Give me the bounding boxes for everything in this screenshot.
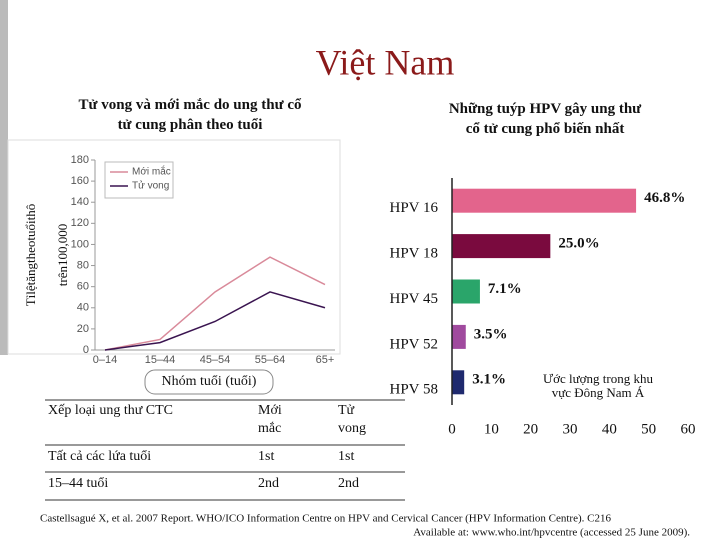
chart-frame [7, 139, 341, 355]
bar [452, 279, 480, 304]
x-axis-label-box [144, 369, 274, 395]
y-tick-label: 120 [71, 217, 89, 229]
table-cell: 1st [338, 449, 354, 464]
legend-label: Tử vong [132, 180, 169, 192]
x-axis-label: Nhóm tuổi (tuổi) [162, 374, 257, 389]
x-tick-label: 20 [523, 421, 538, 437]
x-tick-label: 60 [681, 421, 696, 437]
x-tick-label: 65+ [316, 354, 335, 366]
y-tick-label: 0 [83, 344, 89, 356]
x-tick-label: 0–14 [93, 354, 117, 366]
y-tick-label: 40 [77, 302, 89, 314]
line-series [104, 291, 326, 351]
table-cell: 15–44 tuổi [48, 476, 108, 491]
y-tick-label: 180 [71, 154, 89, 166]
value-label: 3.5% [474, 326, 508, 342]
x-tick-label: 15–44 [145, 354, 176, 366]
bar [452, 188, 637, 213]
x-tick-label: 45–54 [200, 354, 231, 366]
y-tick-label: 140 [71, 196, 89, 208]
chart-title: Những tuýp HPV gây ung thư cổ tử cung phổ… [449, 101, 642, 137]
legend-box [104, 161, 174, 199]
slide-title: Việt Nam [316, 42, 455, 82]
category-label: HPV 45 [390, 291, 439, 307]
table-cell: 1st [258, 449, 274, 464]
table-cell: Tất cả các lứa tuổi [48, 449, 151, 464]
category-label: HPV 16 [390, 200, 439, 216]
value-label: 7.1% [488, 281, 522, 297]
table-header: Mới mắc [258, 403, 282, 436]
y-tick-label: 160 [71, 175, 89, 187]
y-tick-label: 80 [77, 259, 89, 271]
y-axis-label: trên100,000 [55, 224, 70, 286]
table-header: Xếp loại ung thư CTC [48, 403, 173, 418]
bar [452, 234, 551, 259]
table-header: Tử vong [338, 403, 366, 436]
x-tick-label: 50 [641, 421, 656, 437]
value-label: 3.1% [472, 372, 506, 388]
annotation: Ước lượng trong khu vực Đông Nam Á [543, 371, 653, 400]
y-tick-label: 100 [71, 238, 89, 250]
x-tick-label: 30 [563, 421, 578, 437]
value-label: 25.0% [558, 236, 599, 252]
y-tick-label: 60 [77, 281, 89, 293]
x-tick-label: 40 [602, 421, 617, 437]
table-cell: 2nd [338, 476, 359, 491]
line-series [104, 256, 326, 351]
value-label: 46.8% [644, 190, 685, 206]
y-axis-label: Tỉlệtăngtheotuổithô [23, 204, 38, 307]
x-tick-label: 0 [448, 421, 456, 437]
x-tick-label: 55–64 [255, 354, 286, 366]
citation: Castellsagué X, et al. 2007 Report. WHO/… [40, 513, 611, 525]
bar [452, 324, 466, 349]
side-strip [0, 0, 8, 355]
category-label: HPV 18 [390, 246, 439, 262]
x-tick-label: 10 [484, 421, 499, 437]
bar [452, 370, 465, 395]
citation: Available at: www.who.int/hpvcentre (acc… [413, 527, 690, 539]
table-cell: 2nd [258, 476, 279, 491]
category-label: HPV 52 [390, 336, 439, 352]
chart-title: Tử vong và mới mắc do ung thư cổ tử cung … [79, 97, 302, 133]
y-tick-label: 20 [77, 323, 89, 335]
category-label: HPV 58 [390, 382, 439, 398]
legend-label: Mới mắc [132, 165, 171, 178]
